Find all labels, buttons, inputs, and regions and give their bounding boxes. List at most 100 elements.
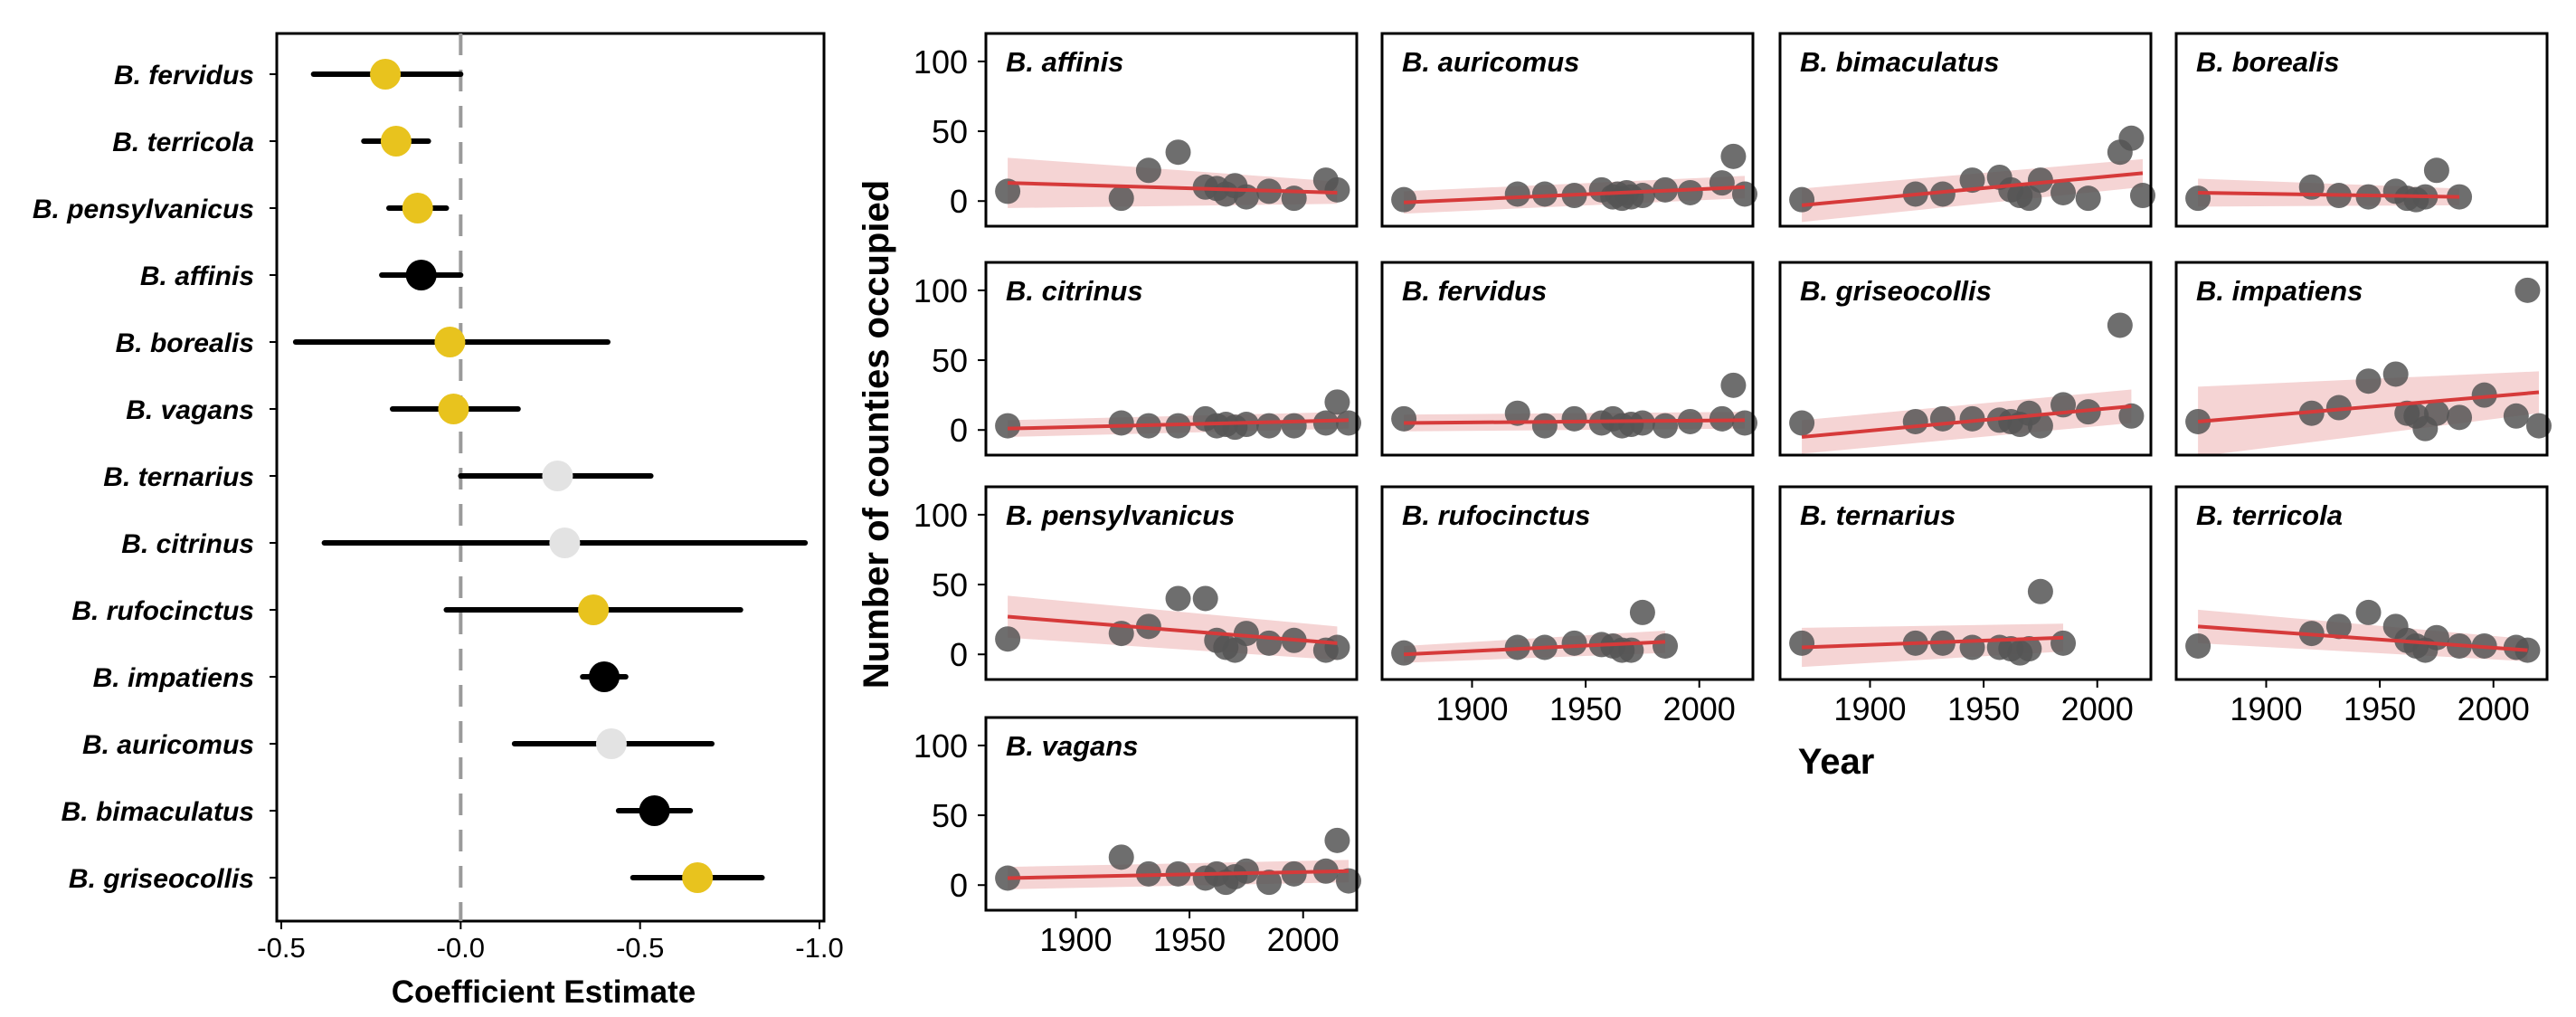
forest-species-label: B. bimaculatus	[62, 797, 254, 827]
trend-line	[1008, 869, 1350, 880]
forest-panel-border	[275, 32, 826, 923]
data-point	[1324, 827, 1350, 853]
confidence-band	[2198, 609, 2528, 661]
panel-border	[984, 261, 1359, 457]
y-tick-label: 100	[914, 727, 968, 765]
data-point	[1504, 181, 1530, 207]
data-point	[2027, 413, 2053, 439]
data-point	[1504, 400, 1530, 426]
data-point	[2423, 624, 2449, 651]
county-trend-small-multiples: B. affinis 0 50 100 B. auricomus B. bimaculat…	[914, 32, 2552, 958]
data-point	[2423, 157, 2449, 184]
trend-line	[1008, 418, 1350, 431]
confidence-band	[1008, 595, 1338, 661]
panel-border	[1380, 485, 1755, 681]
trend-line	[1801, 404, 2132, 439]
data-point	[1165, 585, 1191, 612]
forest-species-label: B. impatiens	[93, 663, 254, 693]
data-point	[1324, 634, 1350, 661]
data-point	[2050, 179, 2077, 205]
panel-title: B. auricomus	[1402, 46, 1579, 78]
data-point	[2027, 578, 2053, 604]
forest-species-label: B. borealis	[116, 328, 254, 358]
data-point	[1324, 389, 1350, 415]
data-point	[2185, 632, 2211, 659]
data-point	[1789, 186, 1815, 213]
x-tick-label: 1900	[2230, 690, 2302, 727]
y-tick-label: 100	[914, 43, 968, 81]
data-point	[2050, 630, 2077, 656]
x-tick-label: 1900	[1833, 690, 1906, 727]
data-point	[1929, 181, 1956, 207]
x-tick-label: 1900	[1435, 690, 1508, 727]
data-point	[1108, 410, 1134, 436]
data-point	[1959, 634, 1985, 661]
forest-estimate-point	[578, 594, 610, 625]
forest-species-label: B. ternarius	[103, 462, 254, 492]
panel-border	[2174, 261, 2549, 457]
trend-line	[1801, 171, 2144, 207]
trend-line	[2197, 390, 2540, 423]
data-point	[1256, 413, 1283, 439]
data-point	[995, 413, 1021, 439]
forest-x-tick-label: -0.5	[257, 932, 305, 964]
panel-title: B. ternarius	[1800, 499, 1956, 531]
panel-title: B. rufocinctus	[1402, 499, 1590, 531]
forest-estimate-point	[639, 795, 670, 826]
data-point	[1629, 410, 1655, 436]
panel-border	[984, 485, 1359, 681]
trend-line	[1404, 185, 1746, 204]
data-point	[2016, 185, 2042, 212]
trend-line	[1008, 181, 1338, 195]
y-tick-label: 0	[950, 636, 968, 673]
panel-border	[1778, 485, 2153, 681]
panel-title: B. vagans	[1006, 730, 1138, 762]
confidence-band	[2198, 371, 2539, 457]
data-point	[2514, 277, 2541, 303]
x-tick-label: 1950	[1947, 690, 2020, 727]
forest-estimate-point	[542, 461, 573, 491]
data-point	[2118, 125, 2145, 151]
data-point	[2185, 185, 2211, 212]
data-point	[1135, 157, 1161, 184]
x-tick-label: 2000	[2458, 690, 2530, 727]
multiples-y-axis-title: Number of counties occupied	[857, 180, 896, 689]
data-point	[1531, 413, 1558, 439]
panel: B. ternarius 1900 1950 2000	[1778, 485, 2153, 727]
y-tick-label: 50	[932, 566, 968, 604]
panel: B. terricola 1900 1950 2000	[2174, 485, 2549, 727]
data-point	[1561, 405, 1587, 432]
forest-estimate-point	[434, 327, 466, 357]
data-point	[1629, 183, 1655, 209]
data-point	[2129, 183, 2155, 209]
data-point	[2355, 599, 2382, 625]
data-point	[995, 178, 1021, 204]
data-point	[1108, 185, 1134, 212]
panel-border	[1380, 261, 1755, 457]
forest-x-tick-label: -0.5	[616, 932, 664, 964]
data-point	[1108, 844, 1134, 870]
forest-x-tick-label: -0.0	[437, 932, 485, 964]
panel: B. rufocinctus 1900 1950 2000	[1380, 485, 1755, 727]
x-tick-label: 1950	[1153, 921, 1226, 958]
data-point	[1902, 408, 1928, 434]
x-tick-label: 1950	[1549, 690, 1622, 727]
coefficient-forest-plot: B. fervidus B. terricola B. pensylvanicus B…	[33, 32, 844, 964]
y-tick-label: 50	[932, 113, 968, 150]
forest-estimate-point	[380, 126, 412, 157]
data-point	[1720, 372, 1747, 398]
panel: B. borealis	[2174, 32, 2549, 228]
forest-estimate-point	[438, 394, 469, 424]
forest-species-label: B. citrinus	[121, 529, 254, 559]
data-point	[1165, 139, 1191, 166]
trend-line	[1007, 614, 1338, 645]
y-tick-label: 100	[914, 497, 968, 534]
data-point	[2325, 613, 2352, 640]
panel: B. citrinus 0 50 100	[914, 261, 1361, 457]
panel-title: B. borealis	[2196, 46, 2340, 78]
data-point	[1335, 410, 1361, 436]
panel-title: B. affinis	[1006, 46, 1123, 78]
forest-species-label: B. auricomus	[82, 730, 254, 760]
x-tick-label: 2000	[2061, 690, 2134, 727]
